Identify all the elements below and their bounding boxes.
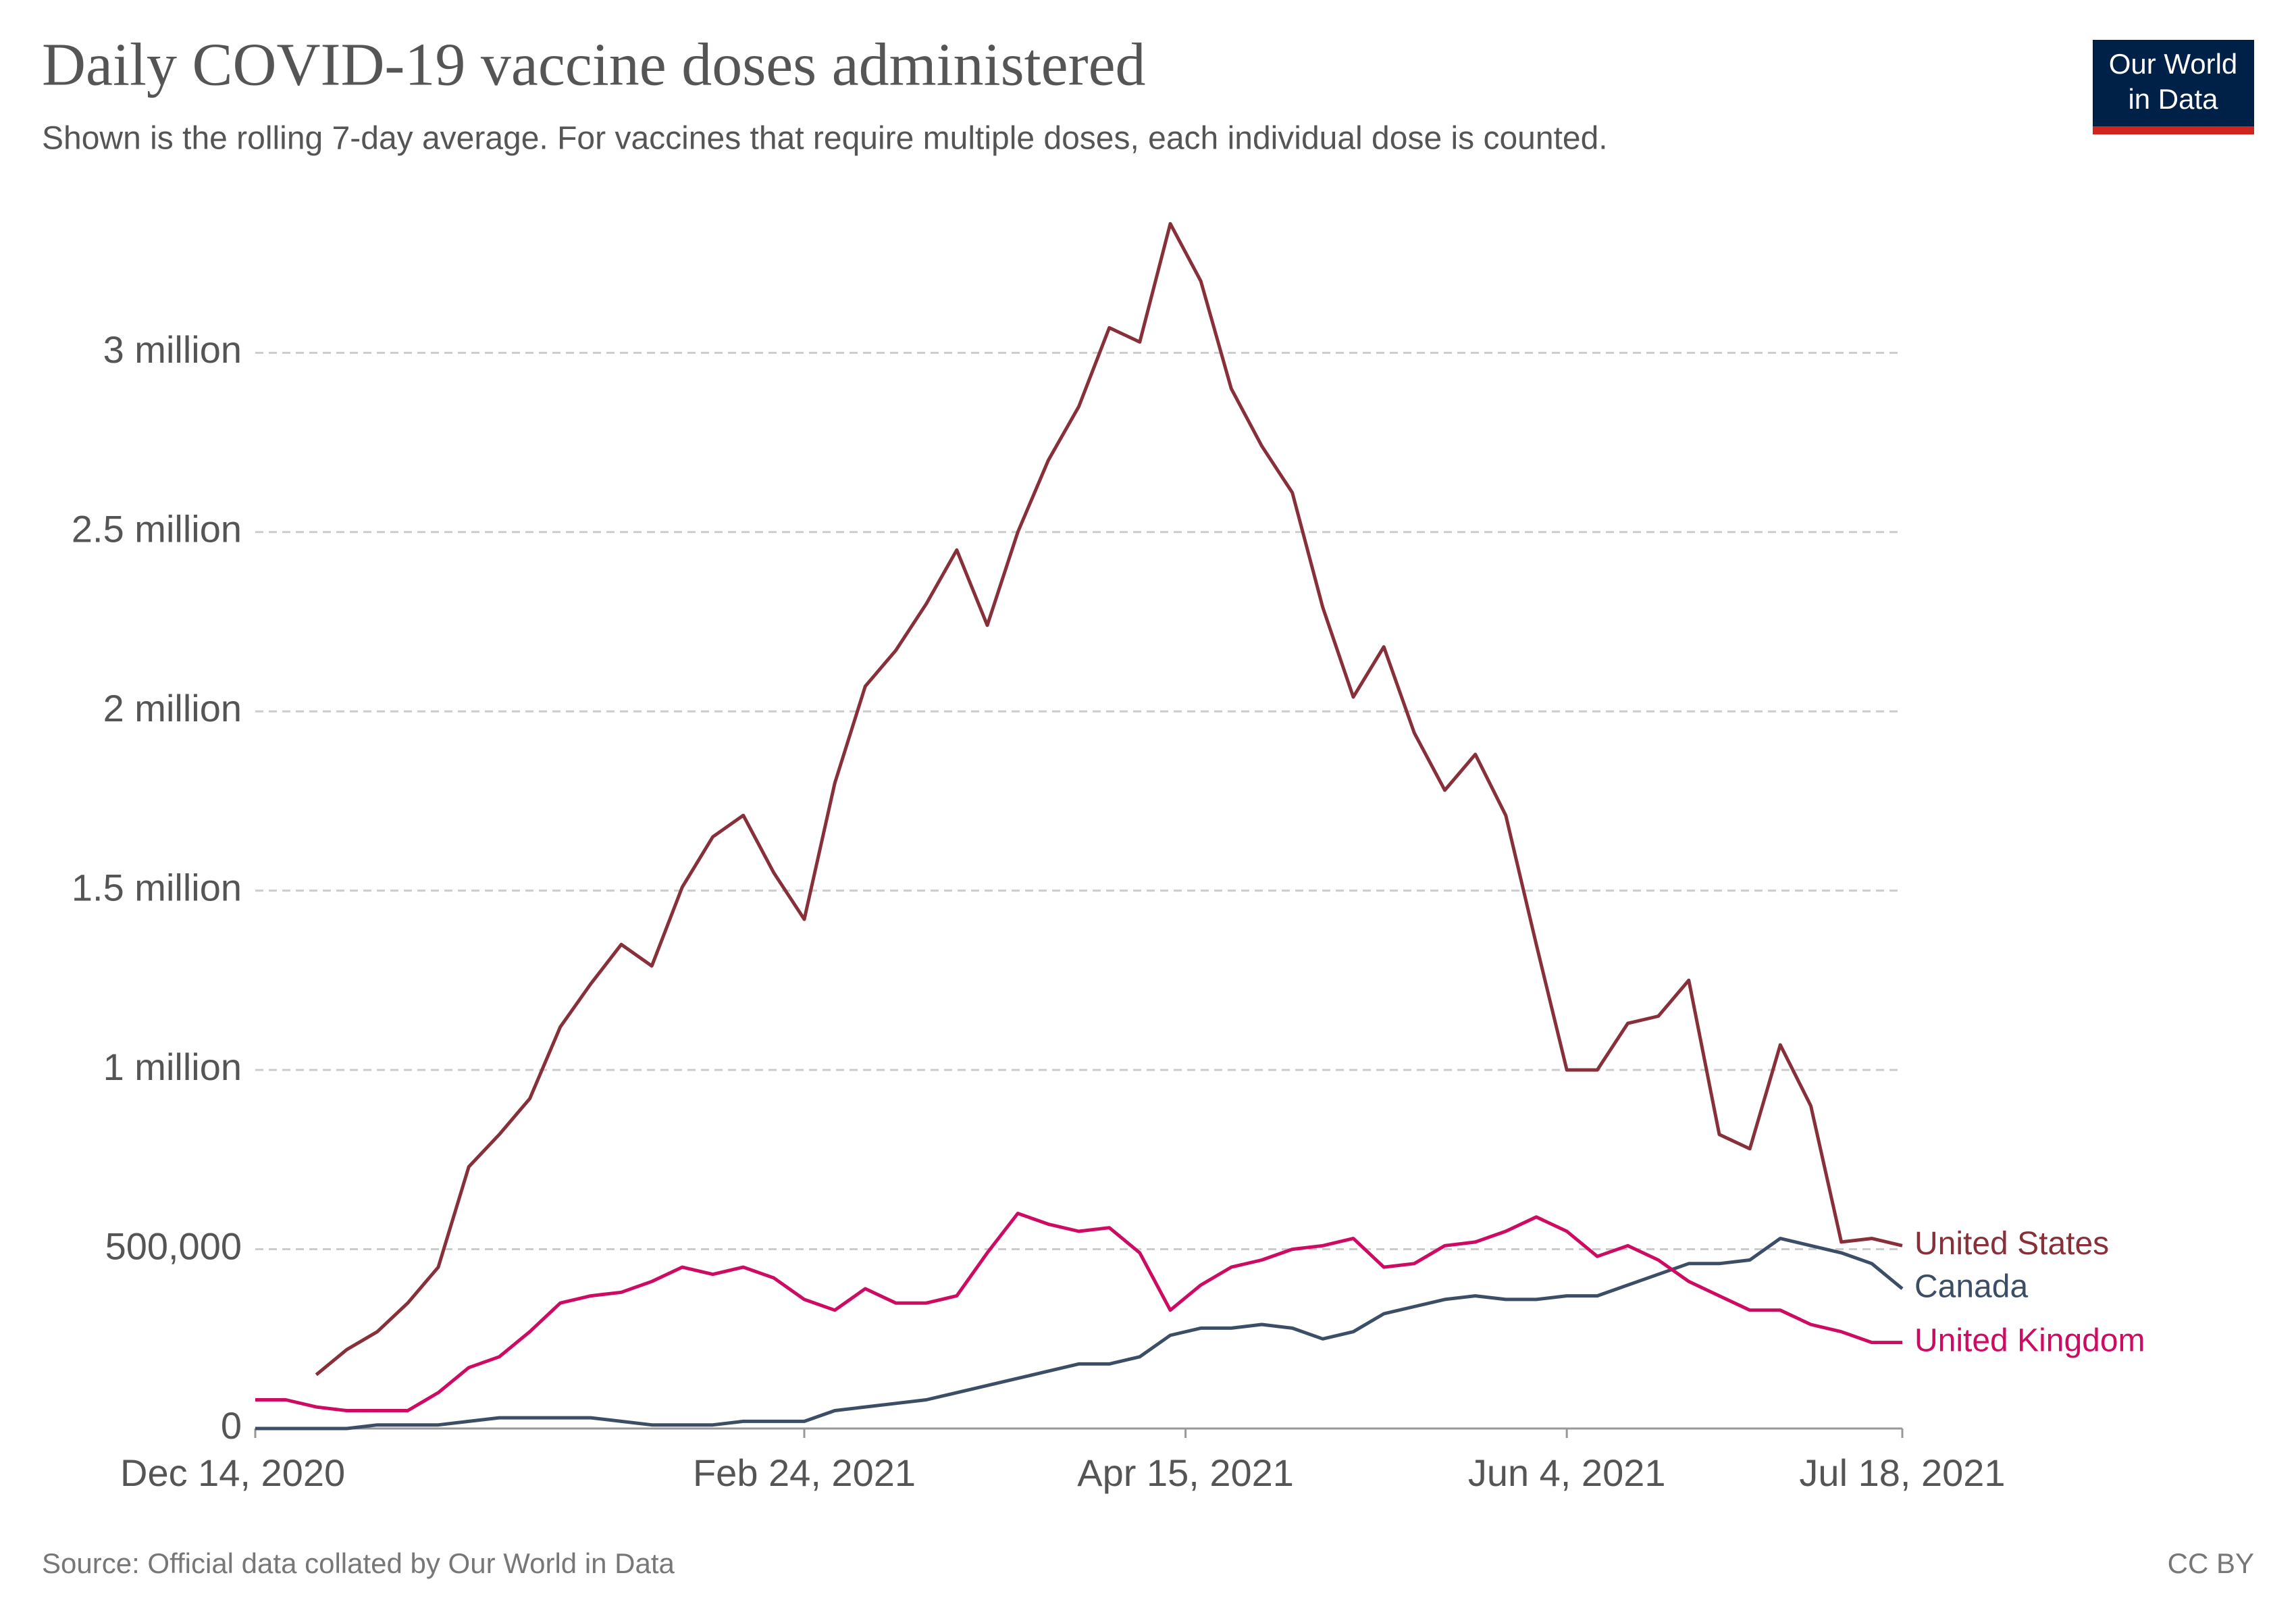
logo-text: Our World <box>2109 48 2238 80</box>
y-tick-label: 0 <box>221 1404 242 1447</box>
chart-title: Daily COVID-19 vaccine doses administere… <box>42 32 1146 99</box>
logo-box <box>2093 40 2254 126</box>
y-tick-label: 2.5 million <box>72 508 242 550</box>
series-label: Canada <box>1914 1269 2028 1305</box>
logo-bar <box>2093 126 2254 134</box>
y-tick-label: 500,000 <box>105 1225 242 1267</box>
source: Source: Official data collated by Our Wo… <box>42 1547 675 1579</box>
y-tick-label: 3 million <box>103 328 242 371</box>
x-tick-label: Jul 18, 2021 <box>1799 1451 2005 1494</box>
series-line <box>255 1237 1904 1431</box>
y-tick-label: 1 million <box>103 1046 242 1088</box>
chart-subtitle: Shown is the rolling 7-day average. For … <box>42 121 1608 157</box>
x-tick-label: Dec 14, 2020 <box>120 1451 345 1494</box>
series-line <box>315 222 1903 1376</box>
license: CC BY <box>2168 1547 2254 1579</box>
series-line <box>255 1212 1902 1412</box>
series-label: United States <box>1914 1226 2109 1262</box>
x-tick-label: Jun 4, 2021 <box>1468 1451 1666 1494</box>
y-tick-label: 2 million <box>103 687 242 729</box>
y-tick-label: 1.5 million <box>72 866 242 908</box>
logo-text: in Data <box>2128 83 2218 115</box>
series-label: United Kingdom <box>1914 1322 2145 1358</box>
x-tick-label: Apr 15, 2021 <box>1077 1451 1294 1494</box>
x-tick-label: Feb 24, 2021 <box>693 1451 916 1494</box>
